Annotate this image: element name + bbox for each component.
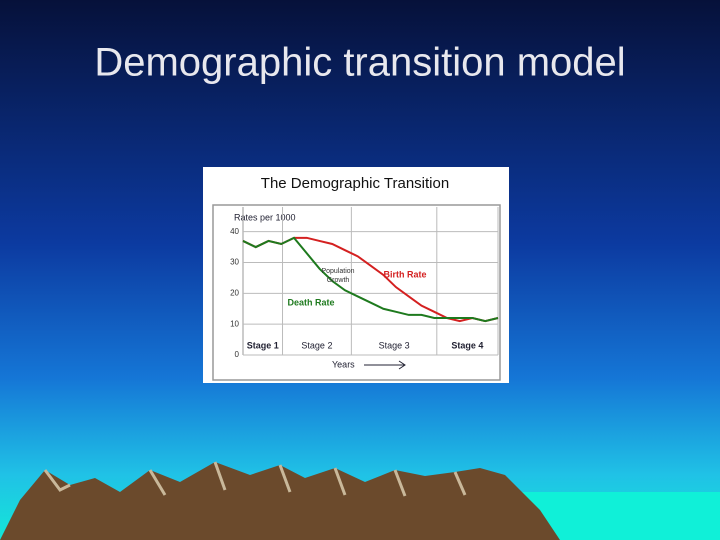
mountain-snow bbox=[43, 461, 467, 497]
annotation: Population bbox=[321, 268, 354, 275]
mountains bbox=[0, 462, 560, 540]
annotation: Growth bbox=[327, 277, 350, 284]
chart-frame bbox=[212, 204, 501, 381]
y-tick-label: 30 bbox=[230, 258, 239, 267]
series-label: Death Rate bbox=[287, 297, 334, 307]
y-tick-label: 10 bbox=[230, 319, 239, 328]
chart-panel bbox=[203, 167, 509, 383]
stage-label: Stage 1 bbox=[247, 340, 279, 350]
x-axis-arrow bbox=[364, 360, 406, 370]
y-tick-label: 40 bbox=[230, 227, 239, 236]
series-label: Birth Rate bbox=[383, 269, 426, 279]
y-tick-label: 20 bbox=[230, 288, 239, 297]
stage-label: Stage 2 bbox=[301, 340, 332, 350]
y-axis-label: Rates per 1000 bbox=[234, 212, 296, 222]
y-tick-label: 0 bbox=[235, 350, 240, 359]
stage-label: Stage 3 bbox=[379, 340, 410, 350]
series-line bbox=[242, 236, 499, 323]
slide-title: Demographic transition model bbox=[94, 41, 625, 85]
stage-label: Stage 4 bbox=[451, 340, 483, 350]
x-axis-label: Years bbox=[332, 359, 355, 369]
chart-title: The Demographic Transition bbox=[261, 175, 449, 192]
